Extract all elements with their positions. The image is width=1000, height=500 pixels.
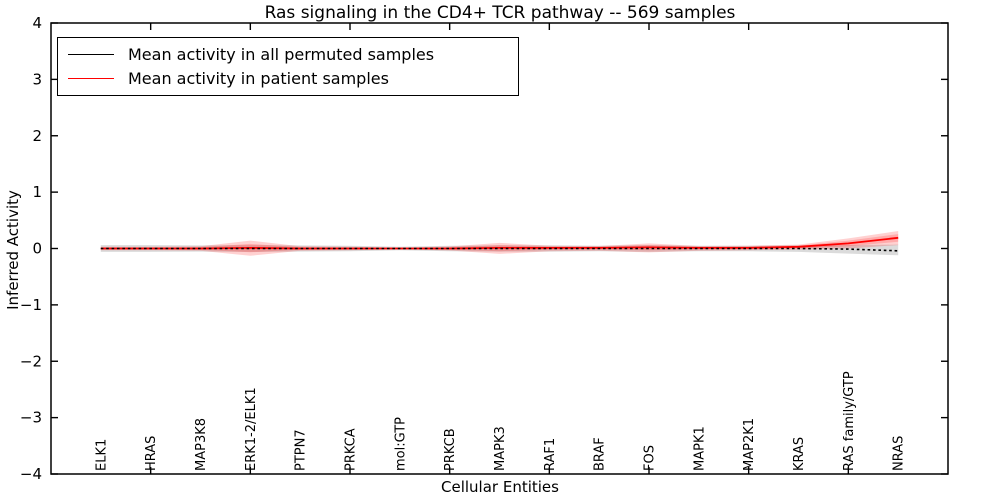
category-label: FOS: [643, 445, 658, 471]
category-label: RAS family/GTP: [842, 371, 857, 471]
category-label: NRAS: [892, 436, 907, 471]
y-tick-label: −1: [20, 296, 42, 314]
category-label: mol:GTP: [393, 417, 408, 471]
patient-line-sample: [68, 78, 114, 80]
category-label: KRAS: [792, 437, 807, 471]
category-label: RAF1: [543, 438, 558, 471]
legend-item-patient: Mean activity in patient samples: [58, 69, 518, 88]
y-tick-label: 3: [32, 70, 42, 88]
x-axis-label: Cellular Entities: [441, 478, 559, 496]
legend-item-permuted: Mean activity in all permuted samples: [58, 45, 518, 64]
y-tick-label: 2: [32, 127, 42, 145]
category-label: BRAF: [593, 437, 608, 471]
y-tick-label: −4: [20, 465, 42, 483]
patient-band: [100, 231, 899, 256]
category-label: MAP3K8: [194, 418, 209, 471]
chart-title: Ras signaling in the CD4+ TCR pathway --…: [264, 3, 736, 23]
permuted-line-sample: [68, 53, 114, 55]
category-label: MAPK3: [493, 426, 508, 471]
category-label: PTPN7: [294, 429, 309, 471]
y-tick-label: −2: [20, 352, 42, 370]
y-tick-label: 1: [32, 183, 42, 201]
patient-mean-line: [100, 236, 899, 250]
legend-label-permuted: Mean activity in all permuted samples: [128, 44, 435, 64]
category-label: PRKCB: [443, 428, 458, 471]
permuted-mean-line: [100, 247, 899, 252]
y-tick-label: −3: [20, 409, 42, 427]
y-tick-label: 4: [32, 14, 42, 32]
category-label: MAPK1: [692, 426, 707, 471]
category-label: ELK1: [94, 439, 109, 471]
legend-label-patient: Mean activity in patient samples: [128, 69, 389, 89]
y-axis-label: Inferred Activity: [4, 190, 22, 310]
legend: Mean activity in all permuted samples Me…: [57, 37, 519, 96]
category-label: PRKCA: [344, 428, 359, 471]
category-label: HRAS: [144, 436, 159, 471]
category-label: MAP2K1: [742, 418, 757, 471]
category-label: ERK1-2/ELK1: [244, 387, 259, 471]
y-tick-label: 0: [32, 240, 42, 258]
